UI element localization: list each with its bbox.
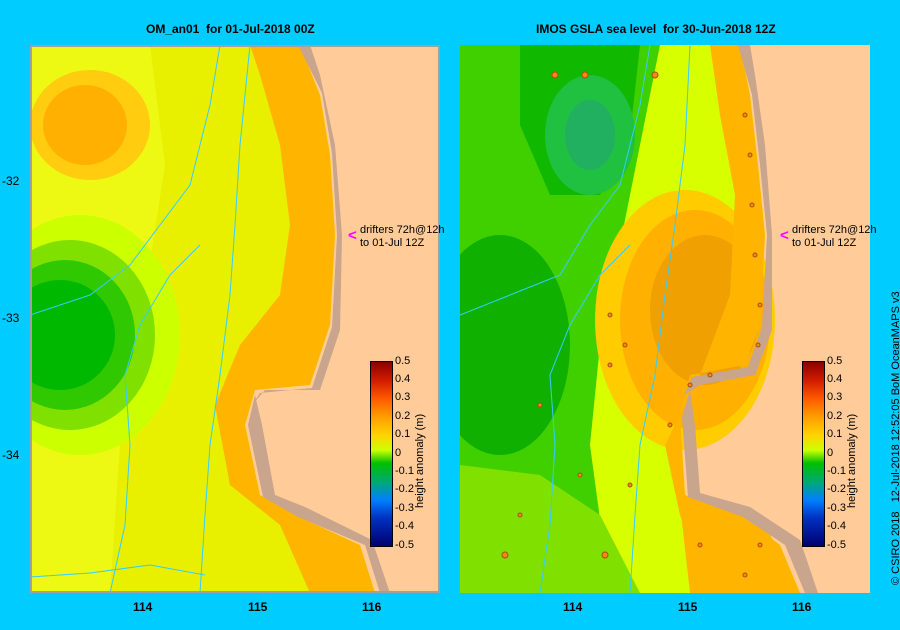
cbar-tick: -0.5 [827,539,846,551]
cbar-tick: 0.5 [827,355,843,367]
drifter-arrow-icon-left: < [348,227,357,244]
lat-label-33: -33 [2,311,20,325]
lat-label-32: -32 [2,174,20,188]
colorbar-label-right: height anomaly (m) [846,413,858,508]
cbar-tick: 0.4 [395,373,411,385]
cbar-tick: -0.3 [395,502,414,514]
colorbar-label-left: height anomaly (m) [414,413,426,508]
lon-label-114-right: 114 [563,600,583,614]
left-panel-title: OM_an01 for 01-Jul-2018 00Z [146,22,315,36]
cbar-tick: 0.2 [395,410,411,422]
cbar-tick: -0.2 [827,483,846,495]
lon-label-116-left: 116 [362,600,382,614]
cbar-tick: 0.4 [827,373,843,385]
cbar-tick: -0.5 [395,539,414,551]
colorbar-left [370,361,393,547]
cbar-tick: -0.4 [827,520,846,532]
cbar-tick: 0 [827,447,834,459]
drifter-annotation-left: drifters 72h@12h to 01-Jul 12Z [360,224,445,250]
lon-label-115-right: 115 [678,600,698,614]
colorbar-right [802,361,825,547]
drifter-line2: to 01-Jul 12Z [360,237,425,249]
drifter-line2: to 01-Jul 12Z [792,237,857,249]
cbar-tick: 0 [395,447,402,459]
lon-label-114-left: 114 [133,600,153,614]
lon-label-115-left: 115 [248,600,268,614]
cbar-tick: -0.2 [395,483,414,495]
cbar-tick: 0.5 [395,355,411,367]
right-panel-title: IMOS GSLA sea level for 30-Jun-2018 12Z [536,22,776,36]
drifter-arrow-icon-right: < [780,227,789,244]
drifter-line1: drifters 72h@12h [360,224,445,236]
right-map [460,45,870,593]
credit-text: © CSIRO 2018 12-Jul-2018 12:52:05 BoM Oc… [890,291,900,585]
cbar-tick: 0.2 [827,410,843,422]
left-map [30,45,440,593]
cbar-tick: 0.1 [827,428,843,440]
cbar-tick: 0.3 [395,391,411,403]
cbar-tick: -0.1 [395,465,414,477]
drifter-line1: drifters 72h@12h [792,224,877,236]
cbar-tick: -0.3 [827,502,846,514]
cbar-tick: -0.4 [395,520,414,532]
cbar-tick: -0.1 [827,465,846,477]
cbar-tick: 0.3 [827,391,843,403]
cbar-tick: 0.1 [395,428,411,440]
lon-label-116-right: 116 [792,600,812,614]
lat-label-34: -34 [2,448,20,462]
drifter-annotation-right: drifters 72h@12h to 01-Jul 12Z [792,224,877,250]
